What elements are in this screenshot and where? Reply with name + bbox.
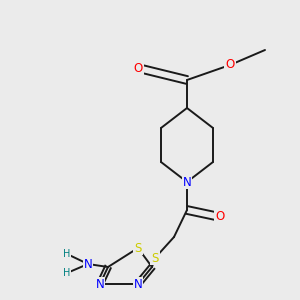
Text: N: N [84,257,92,271]
Text: O: O [225,58,235,71]
Text: H: H [63,268,71,278]
Text: O: O [215,211,225,224]
Text: N: N [134,278,142,290]
Text: H: H [63,249,71,259]
Text: S: S [151,251,159,265]
Text: N: N [183,176,191,188]
Text: O: O [134,61,142,74]
Text: N: N [96,278,104,290]
Text: S: S [134,242,142,254]
